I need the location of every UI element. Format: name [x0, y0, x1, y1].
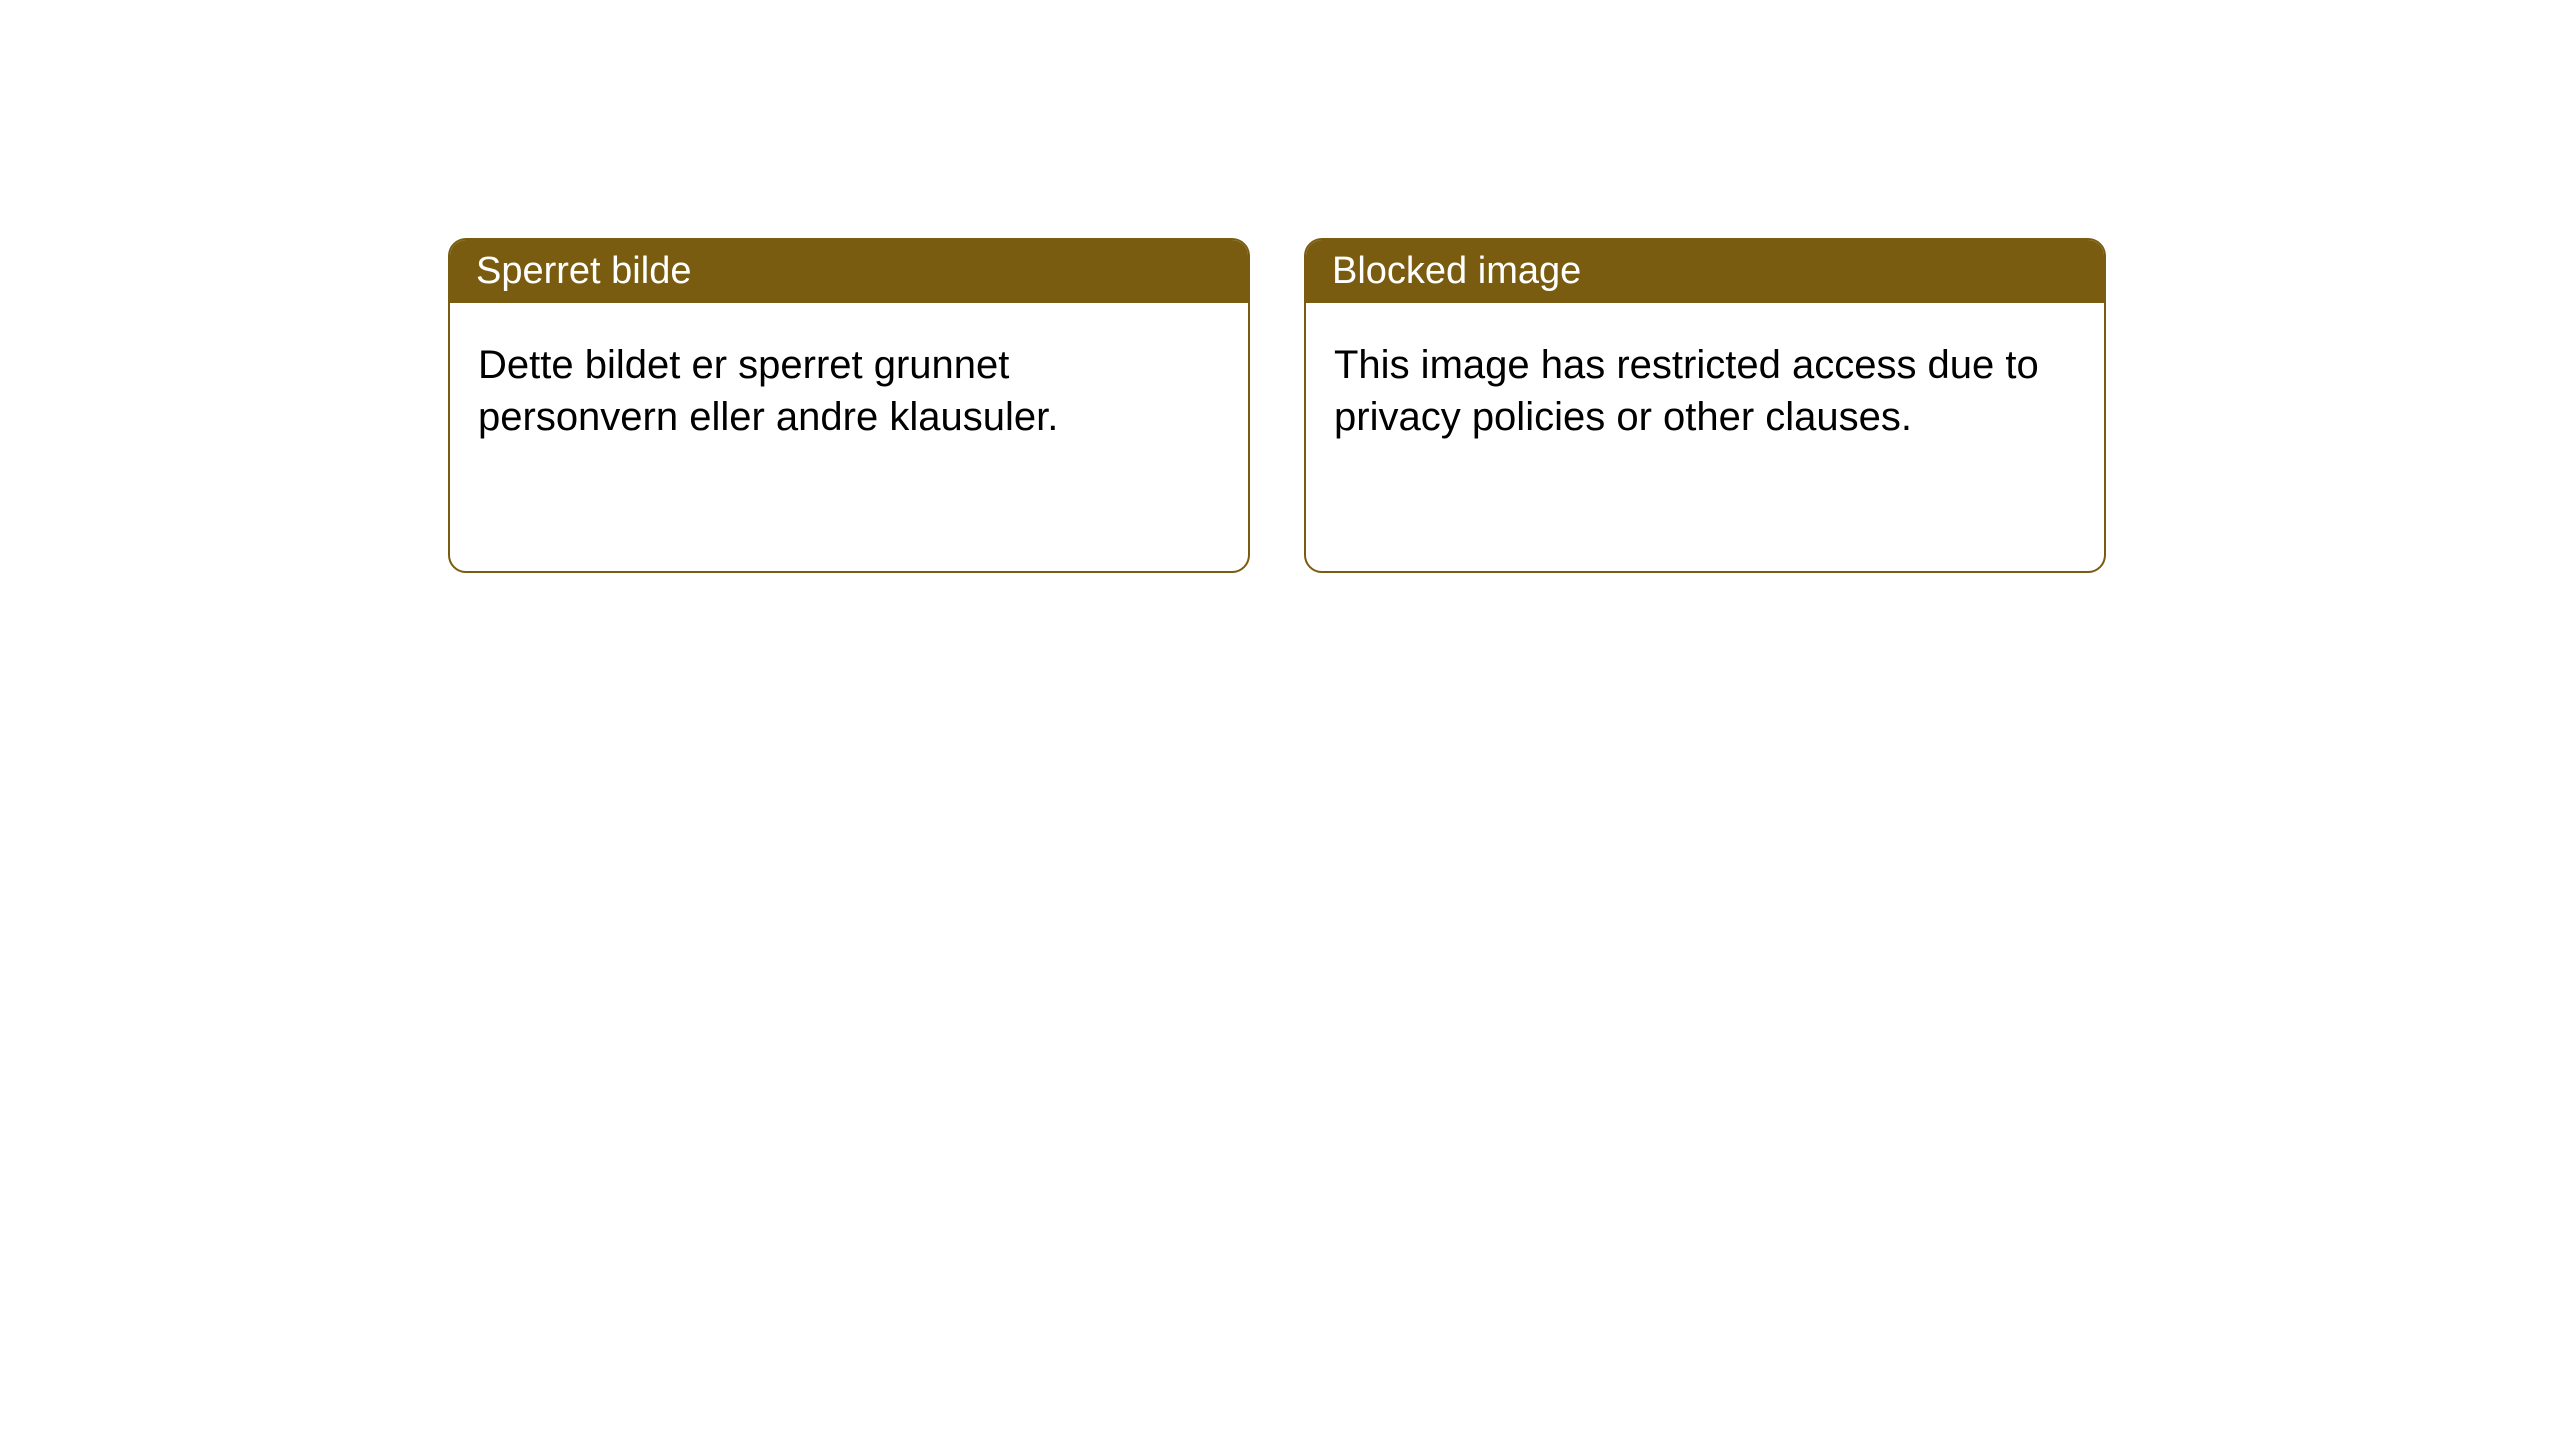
blocked-image-card-en: Blocked image This image has restricted … — [1304, 238, 2106, 573]
blocked-image-card-no: Sperret bilde Dette bildet er sperret gr… — [448, 238, 1250, 573]
card-header: Sperret bilde — [450, 240, 1248, 303]
card-body: This image has restricted access due to … — [1306, 303, 2104, 479]
card-message: Dette bildet er sperret grunnet personve… — [478, 343, 1058, 439]
message-cards-container: Sperret bilde Dette bildet er sperret gr… — [0, 0, 2560, 573]
card-body: Dette bildet er sperret grunnet personve… — [450, 303, 1248, 479]
card-message: This image has restricted access due to … — [1334, 343, 2039, 439]
card-header: Blocked image — [1306, 240, 2104, 303]
card-title: Sperret bilde — [476, 250, 691, 292]
card-title: Blocked image — [1332, 250, 1581, 292]
